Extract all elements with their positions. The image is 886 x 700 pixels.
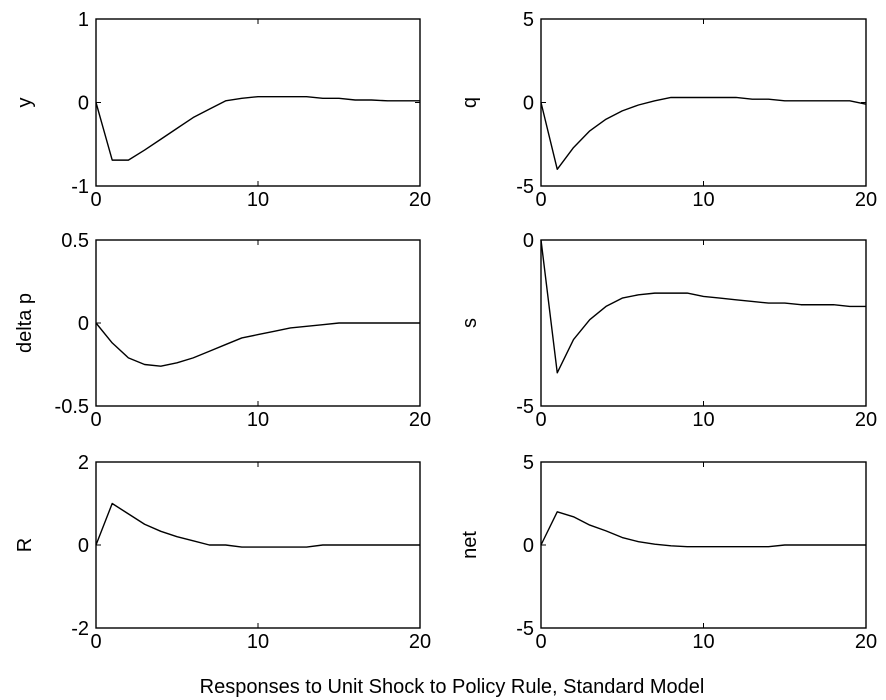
series-line bbox=[540, 511, 866, 548]
x-tick-label: 20 bbox=[855, 631, 877, 653]
x-tick-label: 0 bbox=[535, 189, 546, 211]
y-tick-label: -2 bbox=[71, 618, 89, 640]
y-axis-label: delta p bbox=[14, 293, 36, 353]
y-axis-label: R bbox=[14, 538, 36, 552]
y-tick-label: 2 bbox=[78, 452, 89, 474]
y-tick-label: 0 bbox=[78, 535, 89, 557]
plot-frame bbox=[540, 239, 867, 407]
x-tick-label: 0 bbox=[535, 409, 546, 431]
y-tick-label: 0 bbox=[78, 313, 89, 335]
y-tick-label: 0 bbox=[523, 230, 534, 252]
subplot-4: 0 10 20-50s bbox=[459, 230, 877, 431]
y-axis-label: net bbox=[459, 531, 481, 559]
x-tick-label: 20 bbox=[855, 409, 877, 431]
figure-caption: Responses to Unit Shock to Policy Rule, … bbox=[200, 676, 705, 698]
y-axis-label: q bbox=[459, 97, 481, 108]
y-tick-label: 0.5 bbox=[61, 230, 89, 252]
x-tick-label: 10 bbox=[247, 409, 269, 431]
x-tick-label: 10 bbox=[247, 631, 269, 653]
y-axis-label: s bbox=[459, 318, 481, 328]
y-tick-label: -5 bbox=[516, 618, 534, 640]
y-tick-label: 5 bbox=[523, 452, 534, 474]
x-tick-label: 10 bbox=[692, 409, 714, 431]
x-tick-label: 0 bbox=[90, 409, 101, 431]
x-tick-label: 20 bbox=[855, 189, 877, 211]
y-tick-label: 0 bbox=[523, 93, 534, 115]
x-tick-label: 0 bbox=[90, 631, 101, 653]
x-tick-label: 10 bbox=[692, 631, 714, 653]
x-tick-label: 10 bbox=[692, 189, 714, 211]
series-line bbox=[540, 239, 866, 374]
plot-frame bbox=[540, 18, 867, 187]
y-axis-label: y bbox=[14, 98, 36, 108]
x-tick-label: 0 bbox=[90, 189, 101, 211]
y-tick-label: -5 bbox=[516, 396, 534, 418]
y-tick-label: 0 bbox=[78, 93, 89, 115]
series-line bbox=[95, 95, 420, 161]
x-tick-label: 20 bbox=[409, 409, 431, 431]
y-tick-label: -0.5 bbox=[55, 396, 89, 418]
y-tick-label: 1 bbox=[78, 9, 89, 31]
x-tick-label: 10 bbox=[247, 189, 269, 211]
x-tick-label: 0 bbox=[535, 631, 546, 653]
plot-frame bbox=[95, 18, 421, 187]
y-tick-label: 5 bbox=[523, 9, 534, 31]
y-tick-label: 0 bbox=[523, 535, 534, 557]
series-line bbox=[540, 96, 867, 171]
x-tick-label: 20 bbox=[409, 631, 431, 653]
series-line bbox=[95, 322, 420, 367]
series-line bbox=[95, 502, 420, 548]
y-tick-label: -5 bbox=[516, 176, 534, 198]
x-tick-label: 20 bbox=[409, 189, 431, 211]
y-tick-label: -1 bbox=[71, 176, 89, 198]
